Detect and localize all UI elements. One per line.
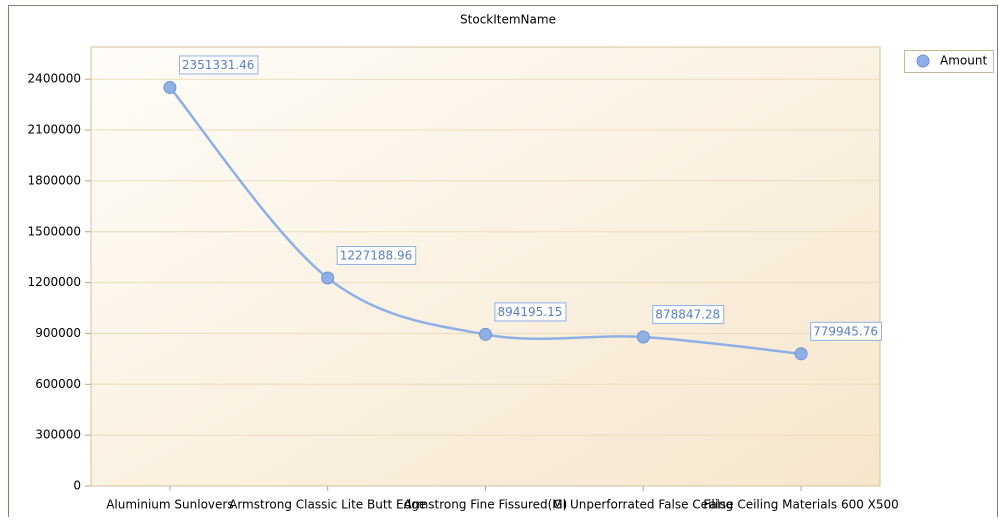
chart-title: StockItemName [460, 13, 556, 27]
y-tick-label: 1200000 [28, 275, 81, 289]
point-marker [479, 327, 492, 341]
series-line [168, 86, 802, 356]
value-label-box [336, 245, 417, 265]
value-label-box [178, 55, 259, 75]
y-tick-label: 900000 [35, 326, 81, 340]
value-label: 2351331.46 [182, 58, 255, 72]
point-marker [321, 271, 335, 285]
x-tick-label: Armstrong Classic Lite Butt Edge [229, 498, 426, 512]
value-label-box [810, 321, 883, 341]
value-label: 1227188.96 [340, 248, 413, 262]
plot-area [90, 46, 881, 487]
y-tick-label: 2100000 [28, 123, 81, 137]
value-label: 894195.15 [498, 305, 563, 319]
x-tick-label: GI Unperforrated False Ceiling [553, 498, 733, 512]
y-tick-label: 1800000 [28, 173, 81, 187]
legend-label: Amount [940, 54, 987, 68]
y-tick-label: 0 [73, 479, 81, 493]
y-tick-label: 600000 [35, 377, 81, 391]
value-label-box [494, 302, 567, 322]
value-label: 779945.76 [813, 324, 878, 338]
point-marker [794, 347, 808, 361]
point-marker [636, 330, 650, 344]
x-tick-label: Aluminium Sunlovers [106, 498, 233, 512]
y-tick-label: 2400000 [28, 72, 81, 86]
x-tick-label: Armstrong Fine Fissured(M) [404, 498, 568, 512]
y-tick-label: 300000 [35, 428, 81, 442]
value-label-box [652, 305, 725, 325]
point-marker [163, 80, 177, 94]
y-tick-label: 1500000 [28, 224, 81, 238]
value-label: 878847.28 [655, 308, 720, 322]
legend-marker [916, 54, 930, 68]
x-tick-label: False Ceiling Materials 600 X500 [703, 498, 898, 512]
